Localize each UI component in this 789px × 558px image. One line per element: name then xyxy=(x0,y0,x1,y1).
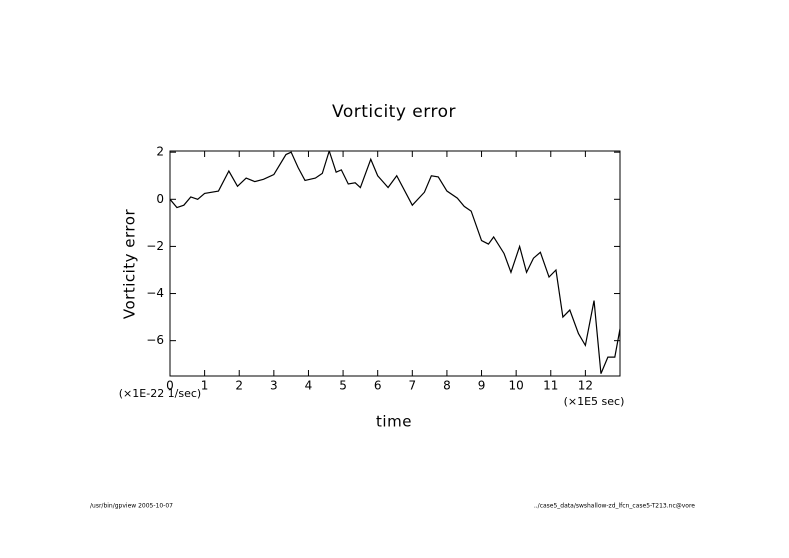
footer-right: ../case5_data/swshallow-zd_lfcn_case5-T2… xyxy=(534,503,695,510)
y-axis-label: Vorticity error xyxy=(121,209,139,320)
x-tick-label: 6 xyxy=(374,379,382,393)
x-unit: (×1E5 sec) xyxy=(564,395,625,408)
footer-left: /usr/bin/gpview 2005-10-07 xyxy=(90,503,173,510)
y-unit: (×1E-22 1/sec) xyxy=(119,387,201,400)
x-tick-label: 12 xyxy=(578,379,593,393)
x-tick-label: 3 xyxy=(270,379,278,393)
data-line xyxy=(170,151,620,374)
x-tick-label: 9 xyxy=(478,379,486,393)
plot-frame xyxy=(169,150,621,377)
x-tick-label: 1 xyxy=(201,379,209,393)
chart-title: Vorticity error xyxy=(332,102,456,122)
y-tick-label: −6 xyxy=(146,333,164,347)
x-tick-label: 4 xyxy=(305,379,313,393)
x-tick-label: 10 xyxy=(509,379,524,393)
x-tick-label: 5 xyxy=(339,379,347,393)
y-tick-label: −4 xyxy=(146,286,164,300)
y-tick-label: 0 xyxy=(156,192,164,206)
x-tick-label: 7 xyxy=(408,379,416,393)
x-tick-label: 0 xyxy=(166,379,174,393)
x-tick-label: 11 xyxy=(543,379,558,393)
x-tick-label: 8 xyxy=(443,379,451,393)
y-tick-label: −2 xyxy=(146,239,164,253)
y-tick-label: 2 xyxy=(156,145,164,159)
x-tick-label: 2 xyxy=(235,379,243,393)
x-axis-label: time xyxy=(376,413,412,431)
